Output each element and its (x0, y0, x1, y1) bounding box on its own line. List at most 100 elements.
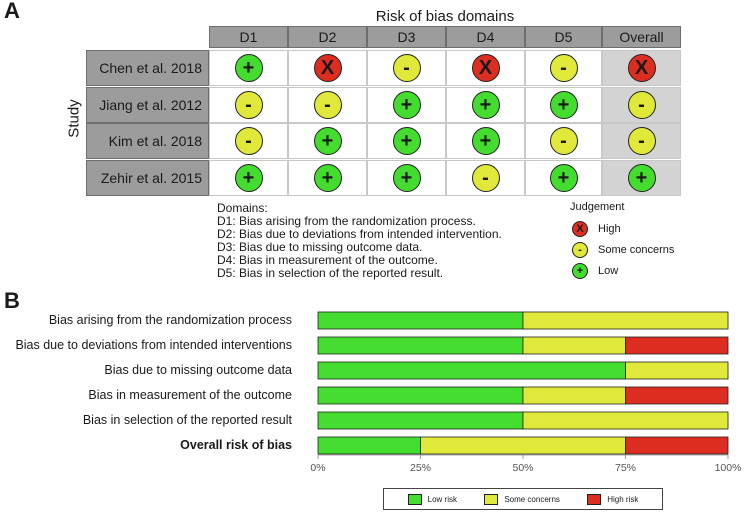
judgement-legend-item-some: - Some concerns (572, 242, 674, 258)
panel-b-label: B (4, 288, 20, 313)
column-header-d4: D4 (446, 26, 525, 48)
judgement-legend-item-low: + Low (572, 263, 618, 279)
judgement-cell: + (209, 160, 288, 196)
x-tick-label: 75% (615, 462, 636, 474)
judgement-low-icon: + (392, 164, 421, 192)
bar-category-label: Bias due to missing outcome data (104, 363, 292, 377)
study-label: Zehir et al. 2015 (86, 160, 209, 196)
judgement-some-icon: - (234, 127, 263, 155)
judgement-cell: + (288, 160, 367, 196)
x-tick-label: 25% (410, 462, 431, 474)
judgement-some-icon: - (627, 127, 656, 155)
judgement-cell: X (602, 50, 681, 86)
judgement-cell: - (367, 50, 446, 86)
judgement-high-icon: X (313, 54, 342, 82)
bar-segment-low (317, 361, 626, 380)
judgement-low-icon: + (234, 54, 263, 82)
legend-swatch-high (587, 493, 602, 505)
judgement-cell: - (525, 50, 602, 86)
legend-item-high: High risk (587, 493, 639, 505)
judgement-low-icon: + (627, 164, 656, 192)
bar-segment-low (317, 411, 524, 430)
judgement-high-icon: X (471, 54, 500, 82)
domain-line-d1: D1: Bias arising from the randomization … (217, 214, 476, 228)
legend-item-low: Low risk (407, 493, 457, 505)
panel-a-label: A (4, 0, 20, 23)
legend-item-some: Some concerns (484, 493, 560, 505)
judgement-some-icon: - (234, 91, 263, 119)
judgement-cell: - (209, 87, 288, 123)
judgement-low-icon: + (313, 127, 342, 155)
study-label: Chen et al. 2018 (86, 50, 209, 86)
judgement-low-icon: + (549, 91, 578, 119)
judgement-cell: + (602, 160, 681, 196)
domain-line-d2: D2: Bias due to deviations from intended… (217, 227, 502, 241)
bar-segment-some (522, 386, 626, 405)
legend-label-high: High risk (607, 494, 639, 504)
domain-line-d3: D3: Bias due to missing outcome data. (217, 240, 423, 254)
bar-category-label: Bias in selection of the reported result (82, 413, 292, 427)
judgement-legend-title: Judgement (570, 201, 625, 213)
judgement-legend-label: Some concerns (598, 244, 675, 256)
bar-segment-high (625, 386, 729, 405)
judgement-high-icon: X (627, 54, 656, 82)
judgement-low-icon: + (392, 91, 421, 119)
bar-category-label: Bias arising from the randomization proc… (48, 313, 292, 327)
judgement-cell: + (525, 87, 602, 123)
bar-segment-high (625, 336, 729, 355)
bar-segment-some (522, 336, 626, 355)
judgement-some-icon: - (471, 164, 500, 192)
legend-swatch-some (484, 493, 499, 505)
domain-line-d4: D4: Bias in measurement of the outcome. (217, 253, 438, 267)
legend-label-some: Some concerns (504, 494, 560, 504)
risk-of-bias-title: Risk of bias domains (375, 8, 515, 25)
bar-segment-some (522, 411, 729, 430)
judgement-cell: + (209, 50, 288, 86)
judgement-some-icon: - (392, 54, 421, 82)
bar-segment-some (420, 436, 626, 455)
x-tick-label: 50% (512, 462, 533, 474)
legend-swatch-low (407, 493, 422, 505)
judgement-cell: - (602, 123, 681, 159)
bar-category-label: Bias in measurement of the outcome (88, 388, 292, 402)
legend-label-low: Low risk (427, 494, 457, 504)
judgement-legend-label: Low (598, 265, 619, 277)
bar-segment-some (625, 361, 729, 380)
bar-segment-some (522, 311, 729, 330)
judgement-cell: X (446, 50, 525, 86)
judgement-legend-label: High (598, 223, 621, 235)
judgement-cell: + (288, 123, 367, 159)
column-header-d1: D1 (209, 26, 288, 48)
judgement-low-icon: + (471, 127, 500, 155)
column-header-overall: Overall (602, 26, 681, 48)
judgement-cell: - (209, 123, 288, 159)
bar-legend: Low risk Some concerns High risk (383, 488, 663, 510)
judgement-low-icon: + (471, 91, 500, 119)
judgement-cell: - (602, 87, 681, 123)
judgement-cell: + (367, 123, 446, 159)
x-tick-label: 100% (715, 462, 742, 474)
judgement-cell: - (525, 123, 602, 159)
column-header-d2: D2 (288, 26, 367, 48)
judgement-legend-item-high: X High (572, 221, 621, 237)
domains-note: Domains: D1: Bias arising from the rando… (217, 202, 502, 280)
judgement-cell: + (367, 87, 446, 123)
bar-segment-low (317, 436, 421, 455)
bar-segment-high (625, 436, 729, 455)
bar-category-label: Overall risk of bias (180, 438, 292, 452)
judgement-some-icon: - (549, 54, 578, 82)
judgement-legend-low-icon: + (572, 263, 588, 279)
bar-category-label: Bias due to deviations from intended int… (15, 338, 292, 352)
judgement-low-icon: + (549, 164, 578, 192)
judgement-cell: + (446, 87, 525, 123)
bar-segment-low (317, 311, 524, 330)
judgement-legend-some-icon: - (572, 242, 588, 258)
judgement-legend-high-icon: X (572, 221, 588, 237)
study-label: Kim et al. 2018 (86, 123, 209, 159)
judgement-cell: - (446, 160, 525, 196)
judgement-low-icon: + (234, 164, 263, 192)
judgement-cell: + (525, 160, 602, 196)
judgement-cell: X (288, 50, 367, 86)
x-tick-label: 0% (310, 462, 325, 474)
